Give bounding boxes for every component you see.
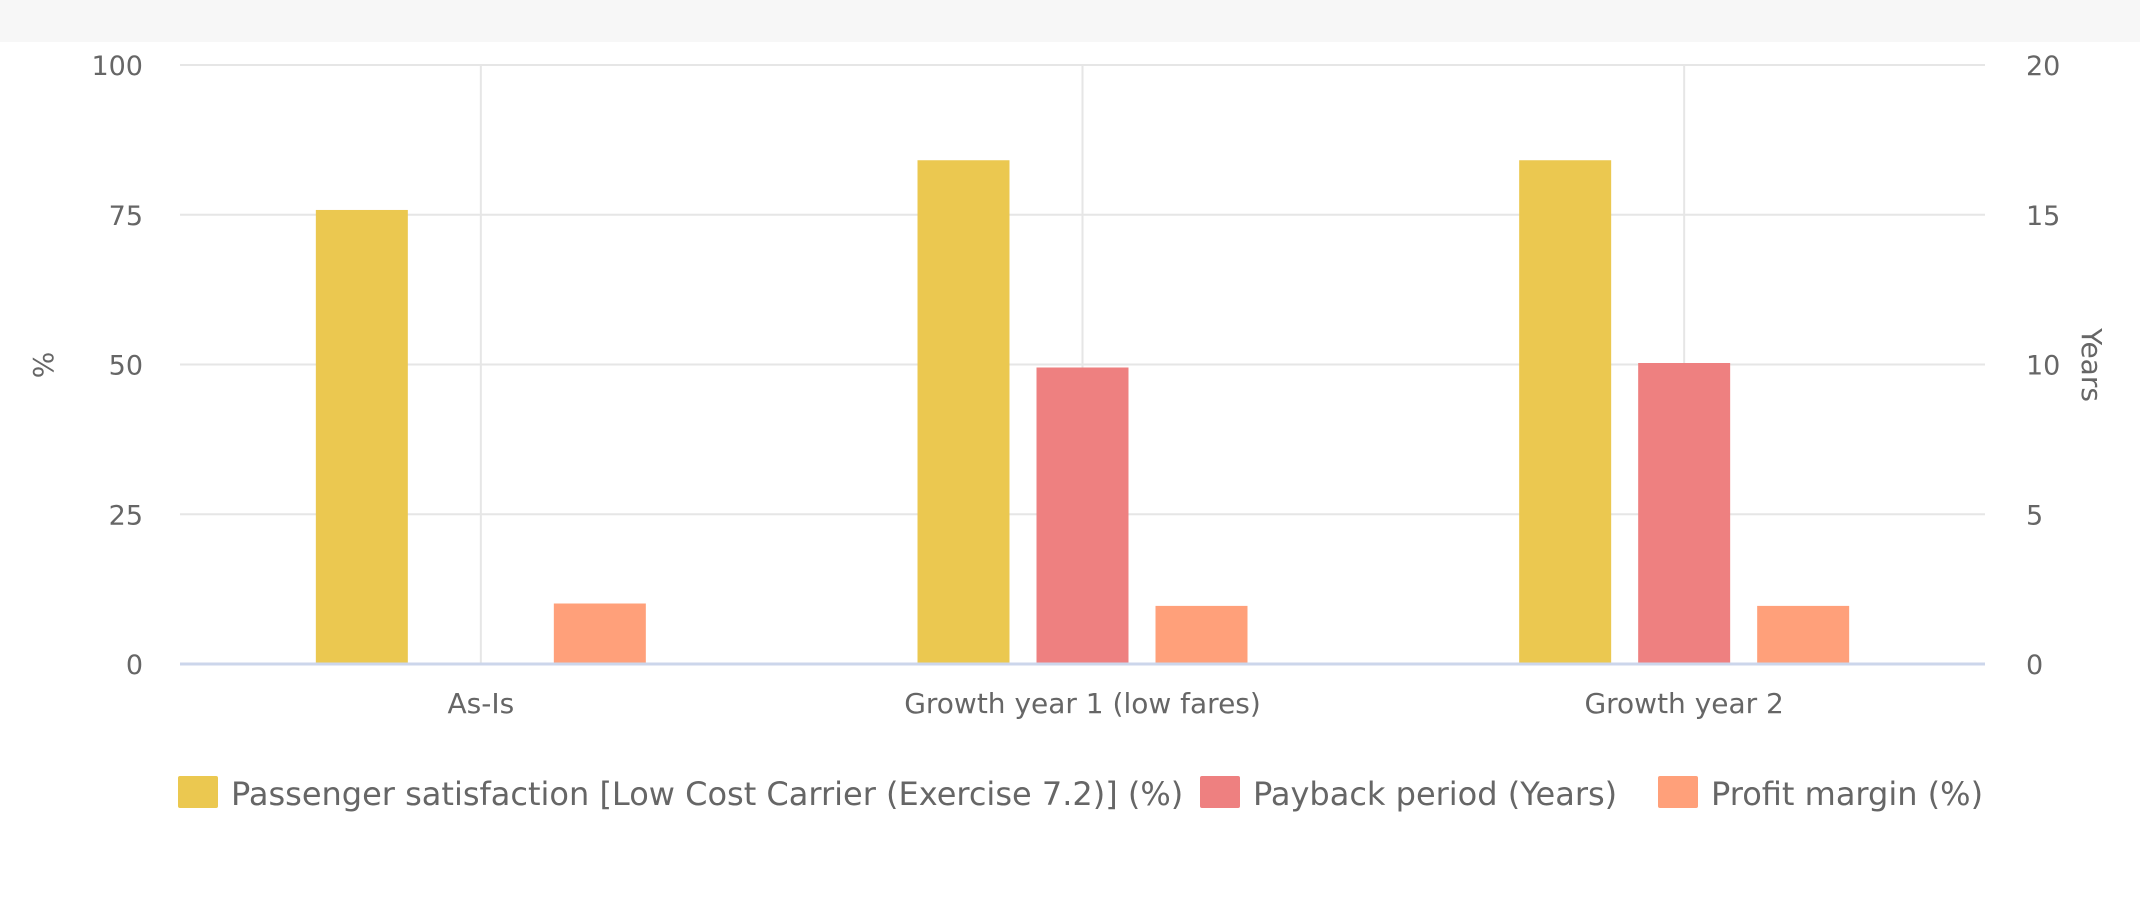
y-left-tick-label: 0	[126, 650, 143, 681]
legend-swatch	[1200, 776, 1240, 808]
bar-profit-margin[interactable]	[1155, 605, 1248, 664]
y-right-tick-label: 10	[2026, 351, 2060, 382]
legend-swatch	[178, 776, 218, 808]
axes: 0 25 50 75 100 0 5 10 15 20 As-Is Growth year 1 (lo…	[91, 51, 2060, 720]
x-category-label: Growth year 2	[1584, 687, 1783, 720]
y-right-tick-label: 15	[2026, 201, 2060, 232]
y-right-tick-label: 5	[2026, 500, 2043, 531]
legend-label: Passenger satisfaction [Low Cost Carrier…	[231, 775, 1183, 813]
legend: Passenger satisfaction [Low Cost Carrier…	[178, 775, 1983, 813]
legend-item[interactable]: Passenger satisfaction [Low Cost Carrier…	[178, 775, 1183, 813]
bar-passenger-satisfaction[interactable]	[1519, 160, 1612, 664]
top-toolbar-strip	[0, 0, 2140, 42]
legend-swatch	[1658, 776, 1698, 808]
y-right-tick-label: 0	[2026, 650, 2043, 681]
y-left-axis-title: %	[27, 352, 60, 379]
y-right-tick-label: 20	[2026, 51, 2060, 82]
bar-payback-period[interactable]	[1036, 367, 1129, 664]
y-left-tick-label: 100	[91, 51, 143, 82]
y-left-tick-label: 25	[109, 500, 143, 531]
bar-payback-period[interactable]	[1638, 363, 1731, 664]
bar-profit-margin[interactable]	[553, 603, 646, 664]
legend-item[interactable]: Profit margin (%)	[1658, 775, 1983, 813]
y-left-tick-label: 50	[109, 351, 143, 382]
bar-passenger-satisfaction[interactable]	[917, 160, 1010, 664]
legend-item[interactable]: Payback period (Years)	[1200, 775, 1617, 813]
bar-passenger-satisfaction[interactable]	[315, 209, 408, 664]
legend-label: Payback period (Years)	[1253, 775, 1617, 813]
bar-profit-margin[interactable]	[1757, 605, 1850, 664]
y-right-axis-title: Years	[2075, 327, 2108, 402]
legend-label: Profit margin (%)	[1711, 775, 1983, 813]
bars	[315, 160, 1850, 664]
y-left-tick-label: 75	[109, 201, 143, 232]
x-category-label: Growth year 1 (low fares)	[904, 687, 1261, 720]
x-category-label: As-Is	[447, 687, 514, 720]
